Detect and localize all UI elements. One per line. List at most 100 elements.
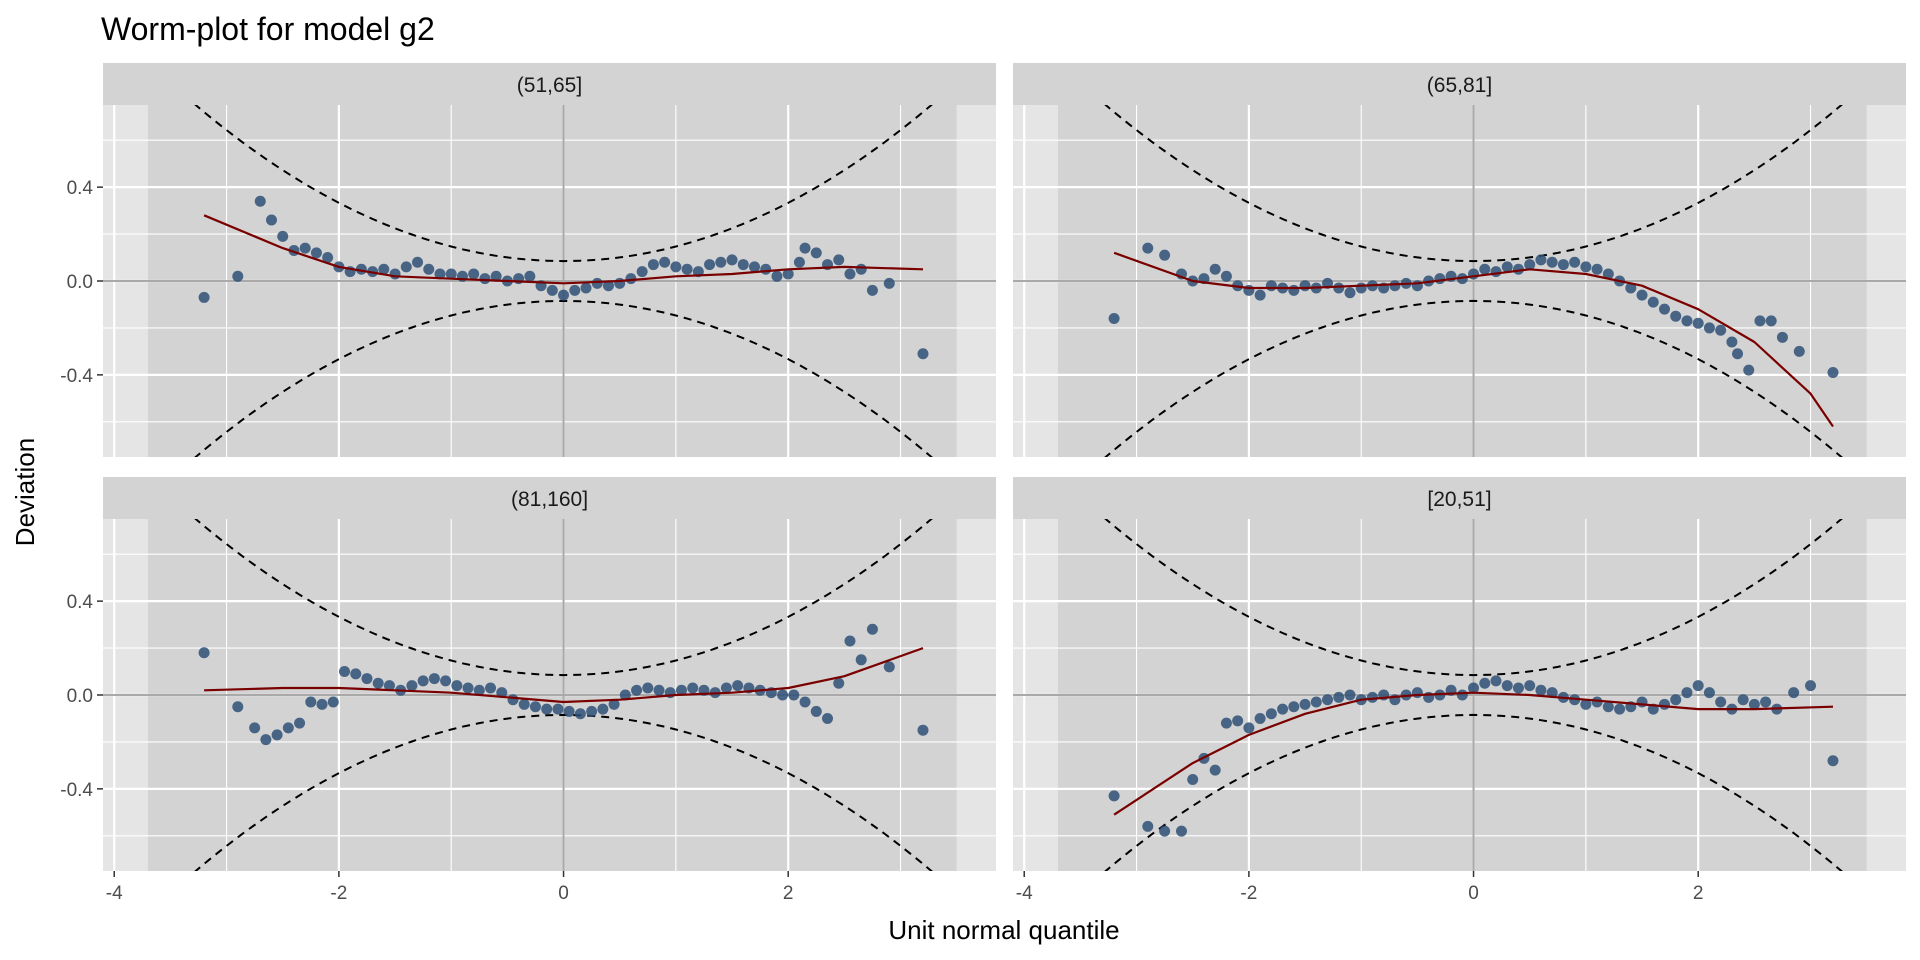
data-point <box>479 273 491 285</box>
data-point <box>1703 322 1715 334</box>
data-point <box>1737 694 1749 706</box>
data-point <box>1310 696 1322 708</box>
x-tick-label: -4 <box>106 883 123 904</box>
data-point <box>400 261 412 273</box>
panel-plot-area <box>103 105 996 457</box>
data-point <box>1288 701 1300 713</box>
upper-confidence-band <box>1104 519 1843 677</box>
data-point <box>322 252 334 264</box>
x-tick-label: 2 <box>783 883 794 904</box>
data-point <box>232 270 244 282</box>
facet-panel-4: [20,51] -4 -2 0 2 <box>1013 477 1906 904</box>
data-point <box>704 259 716 271</box>
data-point <box>260 734 272 746</box>
data-point <box>1827 367 1839 379</box>
data-point <box>1333 282 1345 294</box>
fit-line <box>1113 251 1834 428</box>
data-point <box>675 684 687 696</box>
data-point <box>473 684 485 696</box>
facet-panel-2: (65,81] <box>1013 63 1906 457</box>
data-point <box>1512 682 1524 694</box>
data-point <box>1754 315 1766 327</box>
data-point <box>1220 270 1232 282</box>
data-point <box>1715 324 1727 336</box>
data-point <box>1501 261 1513 273</box>
y-tick-label: 0.0 <box>67 272 93 293</box>
data-point <box>1159 825 1171 837</box>
data-point <box>1636 289 1648 301</box>
data-point <box>1591 696 1603 708</box>
data-point <box>378 263 390 275</box>
data-point <box>1805 680 1817 692</box>
panel-plot-area <box>103 519 996 871</box>
data-point <box>1243 722 1255 734</box>
data-point <box>1232 715 1244 727</box>
data-point <box>625 273 637 285</box>
data-point <box>1209 263 1221 275</box>
data-point <box>524 270 536 282</box>
facet-panel-3: (81,160] -0.4 0.0 0.4 -4 -2 0 2 <box>60 477 996 904</box>
data-point <box>417 675 429 687</box>
data-point <box>277 230 289 242</box>
data-point <box>602 280 614 292</box>
data-point <box>720 682 732 694</box>
upper-confidence-band <box>194 519 933 677</box>
data-point <box>1524 680 1536 692</box>
data-point <box>1389 280 1401 292</box>
data-point <box>1220 717 1232 729</box>
data-point <box>1715 696 1727 708</box>
data-point <box>1760 696 1772 708</box>
x-axis-title: Unit normal quantile <box>888 915 1119 945</box>
data-point <box>833 677 845 689</box>
y-tick-label: 0.4 <box>67 178 94 199</box>
data-point <box>310 247 322 259</box>
data-point <box>541 703 553 715</box>
data-point <box>546 284 558 296</box>
data-point <box>1765 315 1777 327</box>
upper-confidence-band <box>1104 105 1843 263</box>
data-point <box>350 668 362 680</box>
data-point <box>1490 675 1502 687</box>
data-point <box>760 263 772 275</box>
data-point <box>631 684 643 696</box>
data-point <box>1591 263 1603 275</box>
y-axis-title: Deviation <box>10 438 40 546</box>
data-point <box>361 673 373 685</box>
data-point <box>647 259 659 271</box>
data-point <box>1625 282 1637 294</box>
data-point <box>822 712 834 724</box>
upper-confidence-band <box>194 105 933 263</box>
data-point <box>810 247 822 259</box>
panel-plot-area <box>1013 105 1906 457</box>
data-point <box>659 256 671 268</box>
panel-plot-area <box>1013 519 1906 871</box>
data-point <box>1187 773 1199 785</box>
facet-strip-label: (51,65] <box>517 74 582 97</box>
facet-panels: (51,65] -0.4 0.0 0.4 (65,81] (81,160] -0.4 0.0 0… <box>60 63 1906 904</box>
data-point <box>715 256 727 268</box>
data-point <box>1108 313 1120 325</box>
data-point <box>810 705 822 717</box>
data-point <box>232 701 244 713</box>
data-point <box>1793 345 1805 357</box>
data-point <box>748 261 760 273</box>
data-point <box>608 698 620 710</box>
facet-strip <box>103 477 996 519</box>
data-point <box>1490 266 1502 278</box>
data-point <box>1254 712 1266 724</box>
data-point <box>282 722 294 734</box>
data-point <box>687 682 699 694</box>
data-point <box>412 256 424 268</box>
data-point <box>591 277 603 289</box>
data-point <box>782 268 794 280</box>
lower-confidence-band <box>194 713 933 871</box>
data-point <box>1788 687 1800 699</box>
data-point <box>1748 698 1760 710</box>
data-point <box>1501 680 1513 692</box>
data-point <box>1277 703 1289 715</box>
data-point <box>1743 364 1755 376</box>
data-point <box>1299 280 1311 292</box>
data-point <box>1681 687 1693 699</box>
data-point <box>1557 259 1569 271</box>
